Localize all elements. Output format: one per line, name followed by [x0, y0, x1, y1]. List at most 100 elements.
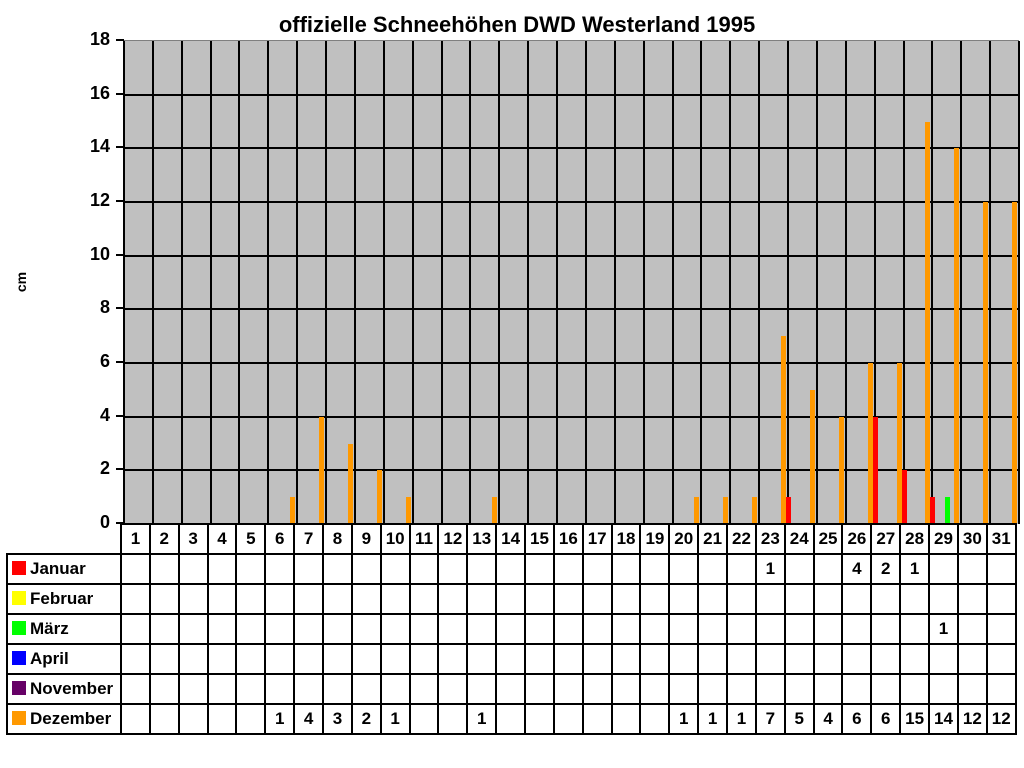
table-cell: [841, 583, 873, 615]
day-header: 5: [235, 523, 267, 555]
table-cell: [668, 583, 700, 615]
table-cell: [148, 643, 180, 675]
table-cell: [322, 583, 353, 615]
table-cell: [206, 553, 238, 585]
gridline-vertical: [556, 41, 559, 524]
table-cell: [697, 553, 729, 585]
table-cell: [148, 703, 180, 735]
table-header-row: 1 2 3 4 5 6 7 8 9 10 11 12 13 14 15 16 17 18 19 20 21 22 23 24 2…: [7, 523, 1017, 555]
day-header: 23: [754, 523, 786, 555]
table-cell: [264, 583, 296, 615]
day-header: 2: [148, 523, 180, 555]
day-header: 18: [610, 523, 642, 555]
table-cell: [610, 553, 642, 585]
gridline-vertical: [353, 41, 356, 524]
table-cell: [812, 583, 844, 615]
table-cell: [437, 643, 469, 675]
table-cell: 6: [841, 703, 873, 735]
table-cell: [552, 643, 584, 675]
table-cell: [293, 583, 325, 615]
table-cell: [668, 673, 700, 705]
table-cell: [581, 583, 613, 615]
table-cell: [899, 613, 931, 645]
gridline-vertical: [584, 41, 587, 524]
table-cell: [350, 583, 382, 615]
table-cell: [408, 703, 440, 735]
table-cell: [812, 553, 844, 585]
table-cell: 2: [870, 553, 902, 585]
legend-label: Januar: [30, 559, 86, 578]
y-tick-label: 16: [89, 82, 110, 103]
gridline-vertical: [729, 41, 732, 524]
gridline-horizontal: [124, 362, 1019, 364]
table-cell: [754, 613, 786, 645]
gridline-horizontal: [124, 201, 1019, 203]
table-cell: [870, 613, 902, 645]
table-cell: [206, 643, 238, 675]
table-cell: [697, 613, 729, 645]
table-cell: 1: [899, 553, 931, 585]
table-cell: 2: [350, 703, 382, 735]
table-cell: [783, 673, 815, 705]
gridline-vertical: [787, 41, 790, 524]
table-row: Dezember 1 4 3 2 1 1 1 1 1 7 5 4 6 6 15 14 12 12: [6, 703, 1017, 735]
day-header: 12: [437, 523, 469, 555]
table-cell: 14: [928, 703, 959, 735]
table-cell: [639, 673, 671, 705]
y-tick-label: 8: [99, 297, 110, 318]
table-cell: [524, 643, 555, 675]
bar-dezember-day-31: [1012, 202, 1017, 524]
table-cell: [812, 643, 844, 675]
table-cell: [928, 553, 959, 585]
gridline-vertical: [815, 41, 818, 524]
day-header: 4: [206, 523, 238, 555]
legend-swatch-icon: [12, 621, 26, 635]
table-cell: [350, 553, 382, 585]
table-cell: [783, 553, 815, 585]
table-cell: [552, 553, 584, 585]
day-header: 31: [985, 523, 1017, 555]
legend-swatch-icon: [12, 711, 26, 725]
table-cell: [120, 643, 151, 675]
table-cell: [870, 643, 902, 675]
table-cell: [120, 673, 151, 705]
table-cell: [293, 643, 325, 675]
bar-dezember-day-6: [290, 497, 296, 524]
table-cell: [177, 673, 209, 705]
table-cell: [437, 553, 469, 585]
table-cell: [783, 643, 815, 675]
gridline-vertical: [873, 41, 876, 524]
y-tick-mark: [116, 146, 124, 149]
table-cell: [350, 673, 382, 705]
y-tick-mark: [116, 414, 124, 417]
table-cell: [379, 673, 411, 705]
table-cell: [466, 673, 498, 705]
table-cell: [610, 613, 642, 645]
gridline-vertical: [527, 41, 530, 524]
table-cell: [206, 583, 238, 615]
table-cell: [552, 583, 584, 615]
day-header: 29: [928, 523, 959, 555]
gridline-vertical: [902, 41, 905, 524]
data-table: 1 2 3 4 5 6 7 8 9 10 11 12 13 14 15 16 17 18 19 20 21 22 23 24 2…: [6, 523, 1017, 735]
gridline-vertical: [844, 41, 847, 524]
table-cell: [639, 703, 671, 735]
day-header: 15: [524, 523, 555, 555]
table-cell: [610, 643, 642, 675]
bar-dezember-day-30: [983, 202, 989, 524]
table-cell: [697, 643, 729, 675]
table-cell: [495, 673, 527, 705]
table-cell: [437, 583, 469, 615]
table-cell: [928, 583, 959, 615]
bar-dezember-day-27: [896, 363, 902, 524]
day-header: 11: [408, 523, 440, 555]
table-cell: [985, 673, 1017, 705]
table-cell: [350, 613, 382, 645]
table-cell: [235, 673, 267, 705]
gridline-vertical: [671, 41, 674, 524]
table-cell: [437, 613, 469, 645]
table-cell: [524, 613, 555, 645]
bar-dezember-day-28: [925, 121, 931, 524]
table-cell: [437, 703, 469, 735]
table-cell: [899, 673, 931, 705]
